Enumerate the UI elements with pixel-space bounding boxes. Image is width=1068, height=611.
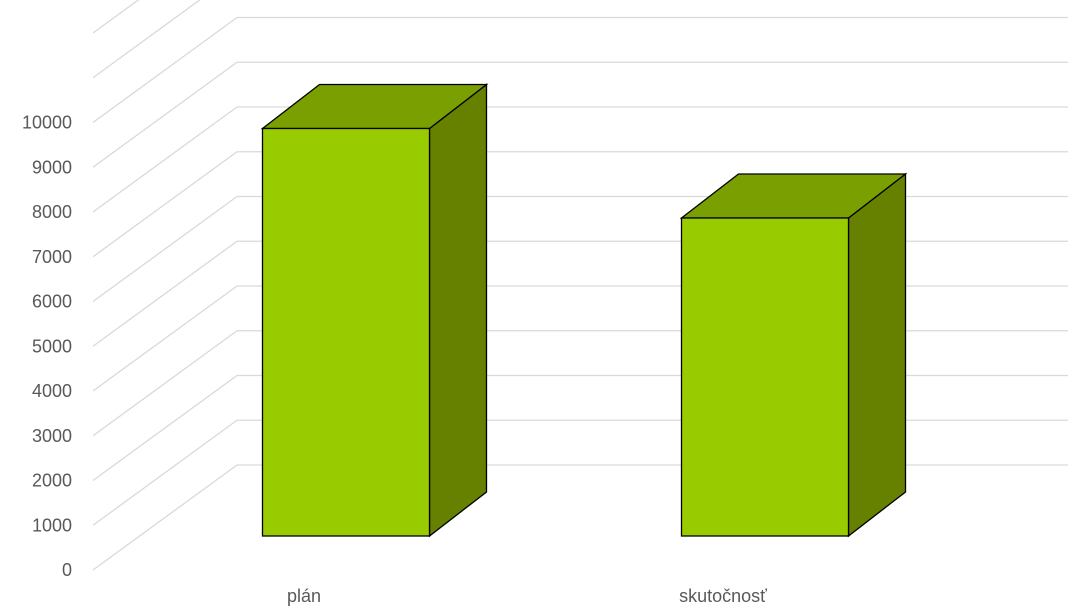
y-tick-label: 4000 <box>32 381 72 401</box>
y-tick-label: 2000 <box>32 471 72 491</box>
bar <box>260 83 489 538</box>
y-tick-label: 0 <box>62 560 72 580</box>
y-tick-label: 8000 <box>32 202 72 222</box>
gridline <box>92 16 1068 124</box>
y-tick-label: 1000 <box>32 515 72 535</box>
x-tick-label: plán <box>287 586 321 606</box>
x-axis-tick-labels: plán skutočnosť <box>287 586 767 606</box>
y-tick-label: 10000 <box>22 113 72 133</box>
bars <box>260 83 908 538</box>
x-tick-label: skutočnosť <box>679 586 767 606</box>
y-axis-tick-labels: 0 1000 2000 3000 4000 5000 6000 7000 8000 9000 100… <box>22 113 72 581</box>
gridline <box>92 0 140 34</box>
gridline <box>92 0 201 79</box>
y-tick-label: 3000 <box>32 426 72 446</box>
y-tick-label: 7000 <box>32 247 72 267</box>
gridline <box>92 61 1068 168</box>
gridline <box>92 464 1068 571</box>
gridlines <box>92 0 1068 571</box>
gridline <box>92 419 1068 526</box>
y-tick-label: 6000 <box>32 292 72 312</box>
y-tick-label: 9000 <box>32 157 72 177</box>
y-tick-label: 5000 <box>32 336 72 356</box>
bar <box>679 172 908 538</box>
